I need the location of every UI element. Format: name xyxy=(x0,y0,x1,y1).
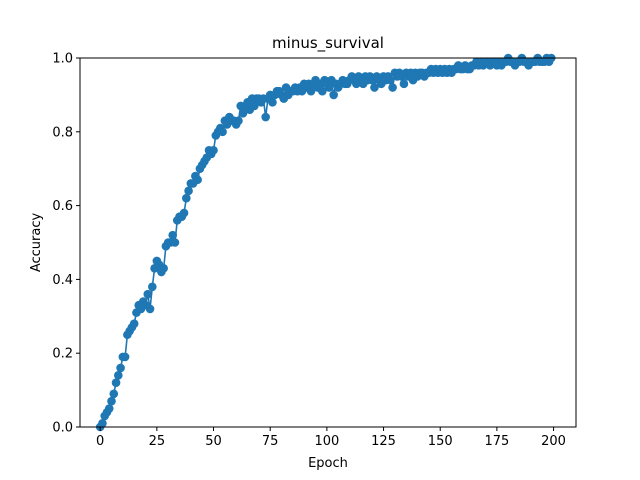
chart-title: minus_survival xyxy=(272,34,384,53)
data-point xyxy=(370,83,379,92)
data-point xyxy=(250,101,259,111)
data-point xyxy=(98,419,107,428)
data-point xyxy=(209,145,218,155)
data-point xyxy=(116,363,125,373)
data-point xyxy=(159,264,168,273)
data-point xyxy=(179,208,189,218)
x-tick-label: 125 xyxy=(371,434,396,449)
x-tick-label: 0 xyxy=(96,434,104,449)
data-point xyxy=(170,238,180,247)
data-point xyxy=(386,75,395,85)
y-axis: 0.0 0.2 0.4 0.6 0.8 1.0 xyxy=(52,52,80,436)
data-point xyxy=(399,79,409,89)
data-point xyxy=(268,97,277,107)
x-tick-label: 175 xyxy=(484,434,509,449)
x-tick-label: 150 xyxy=(428,434,453,449)
plot-layer xyxy=(95,53,556,432)
data-point xyxy=(218,127,227,137)
y-axis-label: Accuracy xyxy=(29,213,44,273)
data-point xyxy=(109,389,119,399)
x-tick-label: 50 xyxy=(205,434,222,449)
data-point xyxy=(104,404,114,413)
data-point xyxy=(184,186,193,196)
data-point xyxy=(107,396,116,406)
plot-frame xyxy=(79,57,577,428)
data-point xyxy=(234,116,243,126)
y-tick-label: 0.4 xyxy=(52,273,73,288)
y-tick-label: 0.0 xyxy=(52,421,73,436)
data-point xyxy=(120,352,130,362)
data-point xyxy=(114,371,123,380)
x-tick-label: 100 xyxy=(314,434,339,449)
y-tick-label: 0.2 xyxy=(52,347,73,362)
y-tick-label: 0.6 xyxy=(52,199,73,214)
data-point xyxy=(329,90,338,100)
x-axis: 0 25 50 75 100 125 150 175 200 xyxy=(96,427,566,449)
x-tick-label: 200 xyxy=(541,434,566,449)
data-point xyxy=(306,86,316,96)
data-point xyxy=(148,282,157,292)
data-point xyxy=(145,304,155,314)
data-point xyxy=(129,319,139,328)
data-point xyxy=(111,378,121,388)
x-tick-label: 25 xyxy=(149,434,166,449)
data-point xyxy=(182,193,191,203)
data-point xyxy=(193,175,202,185)
data-point xyxy=(168,230,178,240)
data-point xyxy=(261,112,270,122)
y-tick-label: 1.0 xyxy=(52,52,73,67)
data-point xyxy=(388,83,397,92)
data-point xyxy=(143,289,153,299)
y-tick-label: 0.8 xyxy=(52,125,73,140)
data-point xyxy=(318,86,327,96)
data-point xyxy=(324,83,334,92)
x-axis-label: Epoch xyxy=(308,456,348,471)
x-tick-label: 75 xyxy=(262,434,279,449)
